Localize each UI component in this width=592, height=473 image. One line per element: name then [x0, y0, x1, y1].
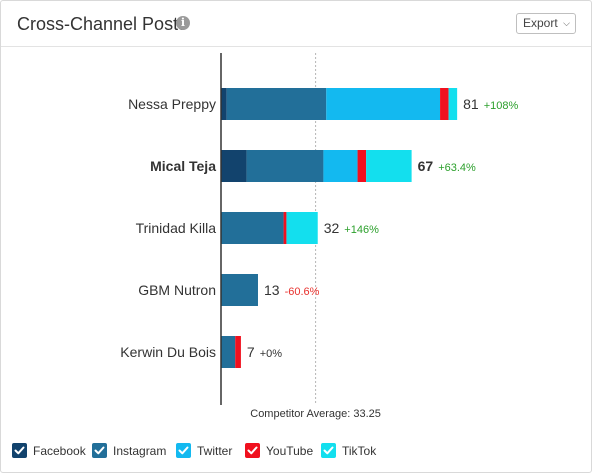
bar-segment-tiktok[interactable] [366, 150, 412, 182]
legend-label: Twitter [197, 444, 233, 458]
bar-segment-youtube[interactable] [357, 150, 367, 182]
checkbox-checked-icon[interactable] [245, 443, 260, 458]
category-label: Kerwin Du Bois [120, 344, 216, 360]
checkbox-checked-icon[interactable] [176, 443, 191, 458]
checkbox-checked-icon[interactable] [321, 443, 336, 458]
panel-title: Cross-Channel Posts [17, 14, 188, 34]
total-label: 13 [264, 282, 280, 298]
total-label: 7 [247, 344, 255, 360]
change-label: -60.6% [285, 286, 320, 298]
bar-segment-youtube[interactable] [283, 212, 287, 244]
total-label: 81 [463, 96, 479, 112]
bar-segment-instagram[interactable] [221, 336, 236, 368]
export-button-label: Export [523, 16, 558, 30]
change-label: +108% [484, 100, 519, 112]
legend-label: TikTok [342, 444, 377, 458]
bar-segment-youtube[interactable] [440, 88, 449, 120]
bar-segment-tiktok[interactable] [286, 212, 318, 244]
bar-segment-tiktok[interactable] [448, 88, 458, 120]
checkbox-checked-icon[interactable] [12, 443, 27, 458]
export-button[interactable]: Export ⌵ [516, 13, 576, 34]
bar-segment-instagram[interactable] [246, 150, 324, 182]
bar-segment-facebook[interactable] [221, 88, 227, 120]
bar-segment-instagram[interactable] [221, 212, 284, 244]
panel-header: Cross-Channel Posts i Export ⌵ [1, 1, 591, 47]
bar-segment-youtube[interactable] [235, 336, 241, 368]
category-label: Trinidad Killa [136, 220, 217, 236]
change-label: +146% [344, 224, 379, 236]
change-label: +63.4% [438, 162, 476, 174]
category-label: GBM Nutron [138, 282, 216, 298]
checkbox-checked-icon[interactable] [92, 443, 107, 458]
total-label: 67 [418, 158, 434, 174]
bar-segment-facebook[interactable] [221, 150, 247, 182]
bar-segment-instagram[interactable] [221, 274, 258, 306]
bar-segment-twitter[interactable] [323, 150, 358, 182]
change-label: +0% [260, 348, 283, 360]
legend-label: Facebook [33, 444, 86, 458]
chevron-down-icon: ⌵ [563, 18, 570, 28]
category-label: Mical Teja [150, 158, 216, 174]
competitor-average-label: Competitor Average: 33.25 [250, 408, 381, 420]
bar-segment-twitter[interactable] [326, 88, 441, 120]
legend-label: Instagram [113, 444, 167, 458]
total-label: 32 [324, 220, 340, 236]
legend-label: YouTube [266, 444, 314, 458]
info-icon[interactable]: i [176, 16, 190, 30]
category-label: Nessa Preppy [128, 96, 216, 112]
stacked-bar-chart: Competitor Average: 33.25 Nessa Preppy 81 +… [120, 53, 519, 420]
bar-segment-instagram[interactable] [226, 88, 327, 120]
